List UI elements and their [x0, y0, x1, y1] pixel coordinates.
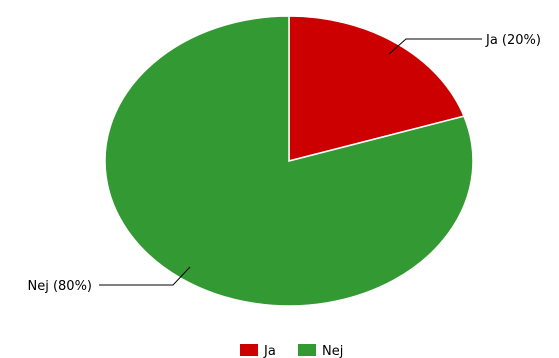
legend-swatch-nej [298, 344, 316, 356]
pie-slice-nej [104, 15, 474, 307]
pie-slices [104, 15, 474, 307]
legend-swatch-ja [240, 344, 258, 356]
pie-slice-ja [288, 15, 466, 162]
legend-label-ja: Ja [263, 344, 276, 358]
slice-label-nej: Nej (80%) [27, 279, 92, 294]
callout-line-ja [388, 38, 482, 55]
slice-label-ja: Ja (20%) [485, 33, 541, 48]
slice-callouts: Ja (20%) Nej (80%) [27, 33, 541, 294]
legend-label-nej: Nej [322, 344, 343, 358]
callout-line-nej [99, 266, 191, 286]
legend: Ja Nej [240, 344, 343, 358]
